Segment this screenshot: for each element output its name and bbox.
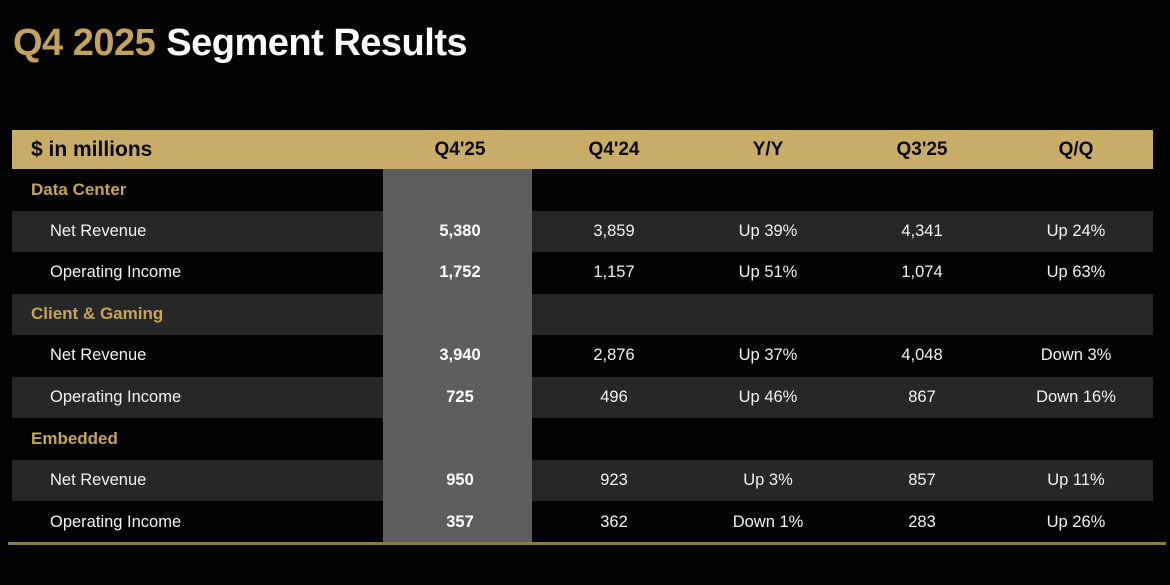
cell-value: 283 <box>908 512 936 531</box>
data-row: Net Revenue 3,940 2,876 Up 37% 4,048 Down 3% <box>12 335 1153 377</box>
cell-value: Up 37% <box>738 346 798 365</box>
segment-row: Data Center <box>12 169 1153 211</box>
cell-value: 950 <box>446 471 474 490</box>
row-label: Operating Income <box>50 512 182 531</box>
q425-column-highlight-band <box>383 169 532 543</box>
segment-row: Client & Gaming <box>12 293 1153 336</box>
cell-value: 867 <box>908 388 936 406</box>
page-title: Q4 2025 Segment Results <box>13 22 468 65</box>
row-label: Net Revenue <box>50 346 147 365</box>
cell-value: 362 <box>600 512 628 531</box>
table-header-row: $ in millions Q4'25 Q4'24 Y/Y Q3'25 Q/Q <box>12 130 1153 169</box>
bottom-divider-line <box>8 542 1166 545</box>
cell-value: Down 1% <box>732 512 804 531</box>
cell-value: 357 <box>446 512 474 531</box>
cell-value: 725 <box>446 388 474 406</box>
data-row: Net Revenue 5,380 3,859 Up 39% 4,341 Up 24% <box>12 210 1153 253</box>
cell-value: 923 <box>600 471 628 490</box>
cell-value: 4,341 <box>901 221 943 240</box>
segment-row: Embedded <box>12 418 1153 460</box>
cell-value: 1,752 <box>439 263 481 282</box>
cell-value: Up 24% <box>1046 221 1106 240</box>
column-header: Q/Q <box>1058 138 1094 160</box>
cell-value: 857 <box>908 471 936 490</box>
segment-results-table: $ in millions Q4'25 Q4'24 Y/Y Q3'25 Q/Q Data… <box>12 130 1153 543</box>
column-header: Q4'24 <box>588 138 640 160</box>
cell-value: Up 46% <box>738 388 798 406</box>
data-row: Operating Income 1,752 1,157 Up 51% 1,074 Up … <box>12 252 1153 294</box>
cell-value: 2,876 <box>593 346 635 365</box>
cell-value: Up 11% <box>1047 471 1105 490</box>
data-row: Net Revenue 950 923 Up 3% 857 Up 11% <box>12 459 1153 502</box>
row-label: Data Center <box>31 179 127 199</box>
row-label: Operating Income <box>50 388 182 406</box>
cell-value: Up 51% <box>738 263 798 282</box>
cell-value: Up 3% <box>743 471 793 490</box>
row-label: Embedded <box>31 429 118 449</box>
cell-value: 4,048 <box>901 346 943 365</box>
table-body: Data Center Net Revenue 5,380 3,859 Up 39% 4,… <box>12 169 1153 543</box>
row-label: Client & Gaming <box>31 304 164 324</box>
cell-value: 1,157 <box>593 263 635 282</box>
row-label: Net Revenue <box>50 221 147 240</box>
cell-value: Up 39% <box>738 221 798 240</box>
cell-value: 3,940 <box>439 346 481 365</box>
column-header: Q4'25 <box>434 138 486 160</box>
title-text: Segment Results <box>166 22 468 64</box>
cell-value: Up 26% <box>1046 512 1106 531</box>
cell-value: 5,380 <box>439 221 481 240</box>
column-header: Q3'25 <box>896 138 948 160</box>
cell-value: Down 16% <box>1036 388 1116 406</box>
cell-value: 3,859 <box>593 221 635 240</box>
unit-label: $ in millions <box>31 137 153 161</box>
row-label: Operating Income <box>50 263 182 282</box>
data-row: Operating Income 725 496 Up 46% 867 Down 16% <box>12 376 1153 419</box>
row-label: Net Revenue <box>50 471 147 490</box>
cell-value: 1,074 <box>901 263 943 282</box>
cell-value: Up 63% <box>1046 263 1106 282</box>
data-row: Operating Income 357 362 Down 1% 283 Up 26% <box>12 501 1153 543</box>
cell-value: 496 <box>600 388 628 406</box>
column-header: Y/Y <box>752 138 784 160</box>
cell-value: Down 3% <box>1040 346 1112 365</box>
title-quarter-highlight: Q4 2025 <box>13 22 156 64</box>
